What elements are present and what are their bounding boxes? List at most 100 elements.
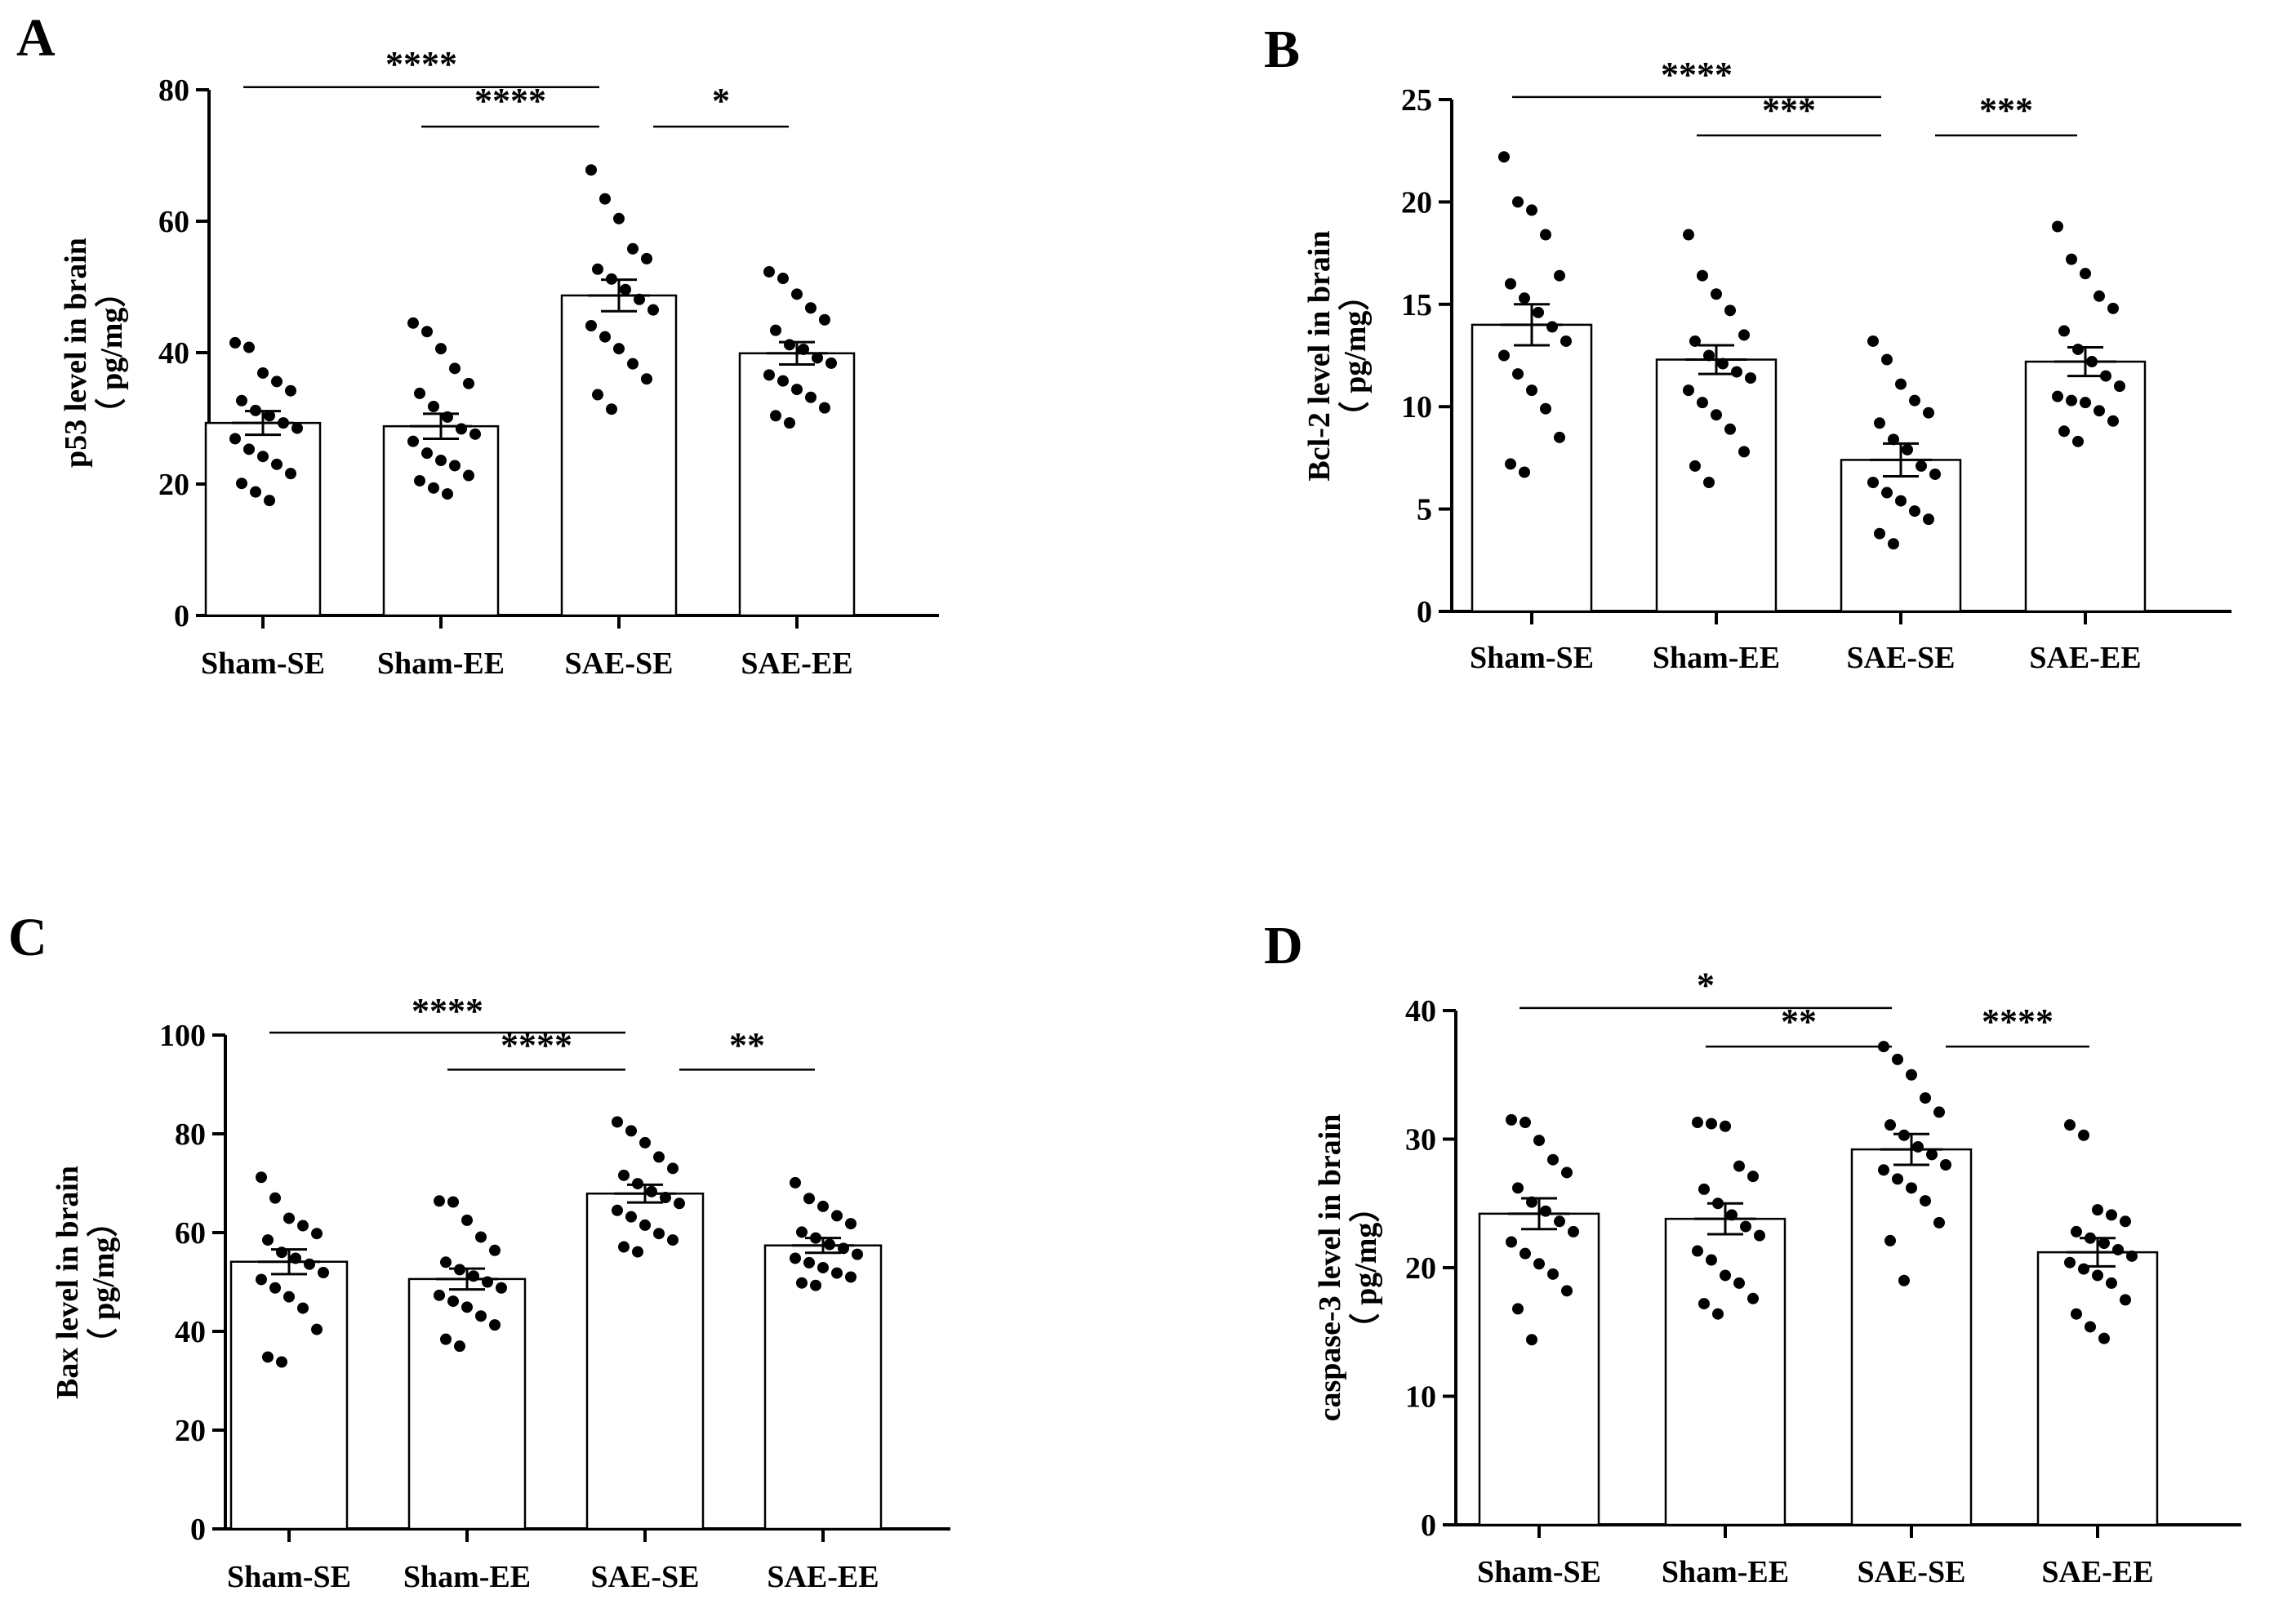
category-label: SAE-SE <box>1857 1555 1965 1589</box>
data-point <box>2094 405 2105 417</box>
chart-panel-c: C Bax level in brain （ pg/mg） 0 20 40 60 80 100 S… <box>8 908 950 1594</box>
data-point <box>641 252 652 264</box>
data-point <box>2072 435 2084 447</box>
data-point <box>1906 1182 1917 1194</box>
data-point <box>599 331 611 343</box>
data-point <box>447 1196 459 1208</box>
data-point <box>845 1271 857 1283</box>
y-axis-label: caspase-3 level in brain <box>1313 1114 1347 1422</box>
data-point <box>256 1273 267 1286</box>
data-point <box>1929 468 1941 480</box>
data-point <box>304 1258 315 1270</box>
data-point <box>2078 1129 2089 1141</box>
data-point <box>1698 1183 1710 1195</box>
y-tick-label: 20 <box>1401 185 1432 220</box>
data-point <box>1920 1092 1931 1104</box>
y-tick-label: 100 <box>159 1019 206 1053</box>
y-tick-label: 5 <box>1417 493 1432 527</box>
data-point <box>1689 460 1701 472</box>
data-point <box>763 369 775 381</box>
data-point <box>845 1218 857 1230</box>
data-point <box>1874 417 1885 429</box>
data-point <box>1519 466 1530 478</box>
data-point <box>612 1116 623 1128</box>
category-label: Sham-SE <box>1477 1555 1601 1589</box>
data-point <box>447 1295 459 1308</box>
data-point <box>229 433 241 445</box>
data-point <box>297 1220 309 1232</box>
data-point <box>1554 269 1565 282</box>
data-point <box>256 1171 267 1184</box>
data-point <box>250 486 261 498</box>
chart-panel-b: B Bcl-2 level in brain （ pg/mg） 0 5 10 15 20 25 S… <box>1264 20 2231 675</box>
data-point <box>1892 1173 1903 1185</box>
data-point <box>1506 1113 1517 1126</box>
data-point <box>2098 1332 2110 1344</box>
data-point <box>440 1333 452 1345</box>
data-point <box>1698 1298 1710 1310</box>
data-point <box>1540 1205 1551 1217</box>
data-point <box>475 1310 487 1322</box>
y-tick-label: 40 <box>1405 994 1436 1029</box>
data-point <box>1546 321 1558 333</box>
data-point <box>627 242 639 255</box>
data-point <box>2112 1243 2124 1255</box>
data-point <box>639 1136 651 1149</box>
data-point <box>791 288 803 300</box>
data-point <box>1738 329 1750 341</box>
data-point <box>625 1211 637 1223</box>
data-point <box>291 422 303 434</box>
data-point <box>632 1246 643 1258</box>
data-point <box>2071 1225 2082 1237</box>
data-point <box>784 339 795 351</box>
data-point <box>271 458 283 470</box>
significance-label: **** <box>474 81 546 121</box>
y-axis-label: p53 level in brain <box>59 238 93 468</box>
y-tick-label: 20 <box>175 1414 206 1448</box>
y-tick-label: 10 <box>1405 1380 1436 1415</box>
data-point <box>463 469 474 482</box>
data-point <box>777 273 789 285</box>
data-point <box>647 304 659 316</box>
y-axis-unit: （ pg/mg） <box>95 277 129 429</box>
data-point <box>1689 335 1701 347</box>
data-point <box>1683 229 1694 241</box>
y-tick-label: 0 <box>1421 1508 1436 1543</box>
data-point <box>1554 1215 1565 1228</box>
data-point <box>1916 460 1927 472</box>
data-point <box>2064 1256 2076 1269</box>
data-point <box>1745 372 1756 384</box>
data-point <box>1540 229 1551 241</box>
data-point <box>625 1125 637 1137</box>
data-point <box>1881 353 1893 366</box>
data-point <box>1697 397 1708 409</box>
data-point <box>264 410 275 422</box>
data-point <box>1733 1277 1745 1289</box>
data-point <box>435 343 447 355</box>
y-axis-label: Bax level in brain <box>51 1166 85 1399</box>
data-point <box>1724 423 1736 435</box>
data-point <box>653 1151 665 1163</box>
data-point <box>442 488 453 500</box>
category-label: Sham-EE <box>1653 641 1780 675</box>
data-point <box>1878 1164 1889 1176</box>
data-point <box>285 468 296 480</box>
data-point <box>1692 1245 1703 1257</box>
y-tick-label: 60 <box>175 1216 206 1251</box>
data-point <box>2114 380 2125 393</box>
data-point <box>1747 1292 1759 1304</box>
panel-letter: A <box>16 8 56 68</box>
data-point <box>1874 527 1885 540</box>
data-point <box>1498 151 1510 163</box>
data-point <box>1498 349 1510 362</box>
data-point <box>257 451 269 463</box>
data-point <box>627 358 639 370</box>
data-point <box>585 319 597 331</box>
data-point <box>428 482 439 494</box>
significance-label: **** <box>1982 1002 2053 1042</box>
bar-sae-ee <box>2036 1251 2159 1526</box>
data-point <box>1733 1160 1745 1172</box>
significance-label: * <box>712 81 730 121</box>
data-point <box>825 357 837 369</box>
data-point <box>790 1252 801 1264</box>
